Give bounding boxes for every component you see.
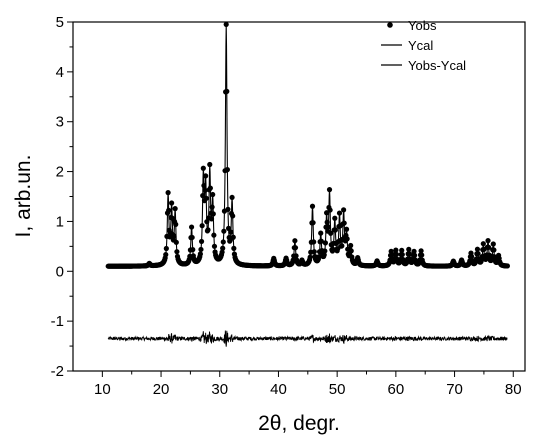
legend-dot-marker: [387, 22, 393, 28]
x-tick-label: 20: [153, 381, 170, 398]
x-tick-label: 10: [94, 381, 111, 398]
x-tick-label: 80: [505, 381, 522, 398]
y-axis-title: I, arb.un.: [12, 155, 35, 238]
y-tick-label: -1: [51, 313, 64, 330]
legend-label-diff: Yobs-Ycal: [408, 58, 466, 73]
y-tick-label: 0: [56, 263, 64, 280]
series-ycal-line: [108, 24, 508, 267]
x-tick-label: 70: [446, 381, 463, 398]
y-tick-label: 4: [56, 64, 64, 81]
legend: Yobs Ycal Yobs-Ycal: [381, 18, 466, 73]
legend-label-yobs: Yobs: [408, 18, 437, 33]
y-tick-label: -2: [51, 363, 64, 380]
x-tick-label: 50: [329, 381, 346, 398]
series-yobs-ycal-line: [107, 330, 508, 347]
y-tick-label: 1: [56, 213, 64, 230]
data-layer: [105, 21, 510, 347]
x-tick-label: 40: [270, 381, 287, 398]
axes-layer: 10 20 30 40 50 60 70 80 -2 -1 0 1 2 3 4 5: [51, 14, 522, 398]
y-tick-label: 3: [56, 114, 64, 131]
y-tick-label: 2: [56, 164, 64, 181]
x-axis-title: 2θ, degr.: [258, 412, 340, 435]
x-tick-label: 30: [211, 381, 228, 398]
legend-label-ycal: Ycal: [408, 38, 433, 53]
x-tick-label: 60: [388, 381, 405, 398]
y-tick-label: 5: [56, 14, 64, 31]
plot-frame: [72, 21, 526, 372]
